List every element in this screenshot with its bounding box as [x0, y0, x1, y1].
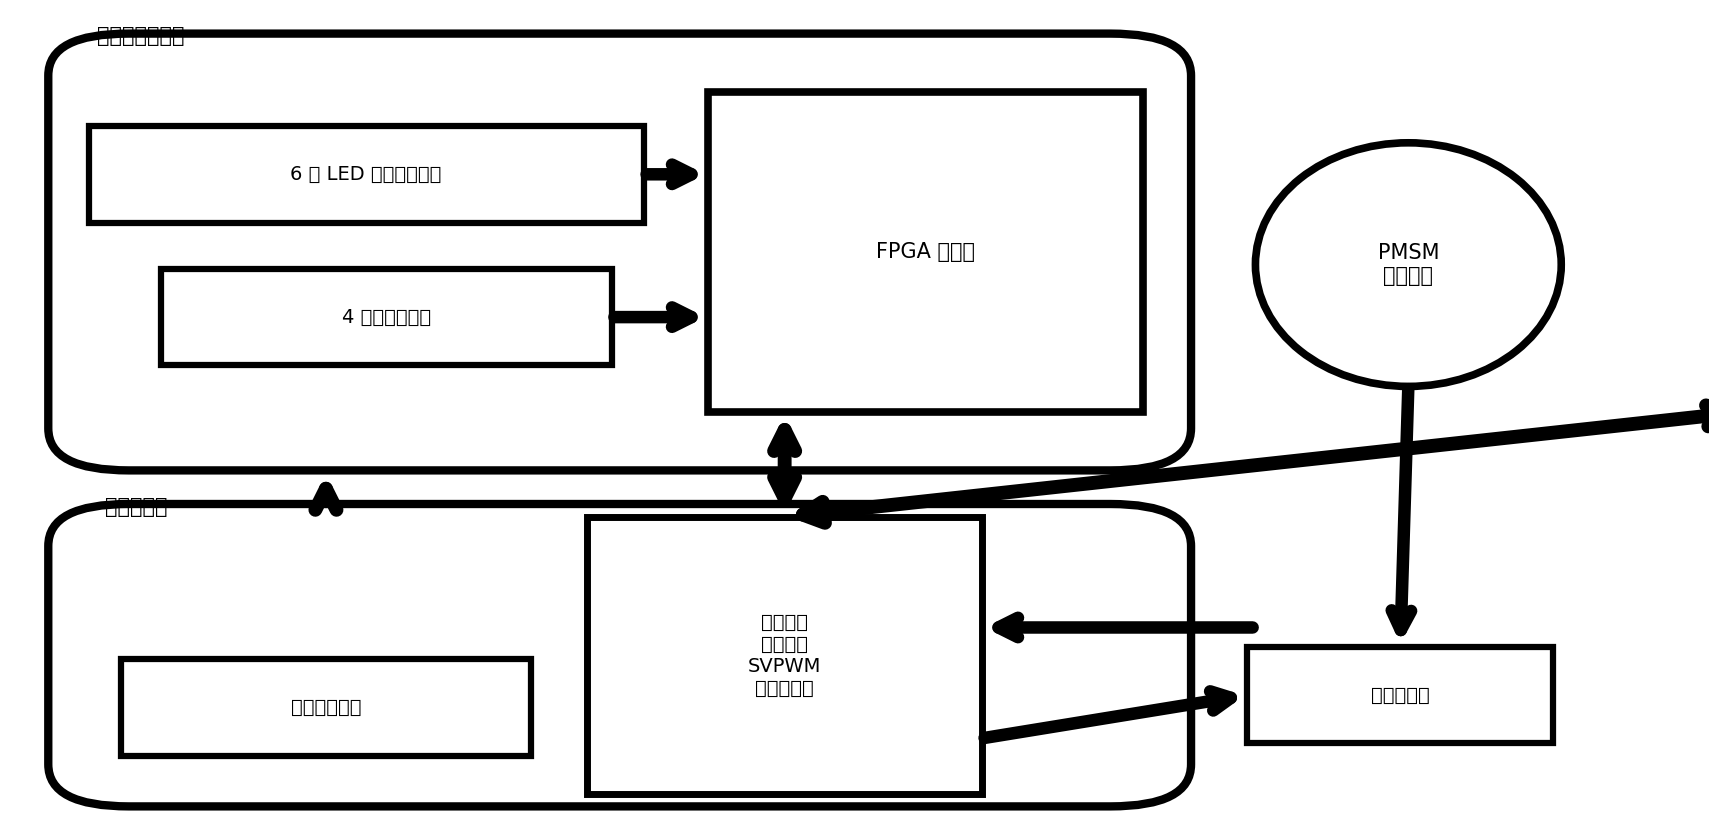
Text: FPGA 芯片，: FPGA 芯片， [877, 242, 974, 262]
Bar [161, 269, 612, 365]
FancyBboxPatch shape [48, 34, 1191, 470]
Text: 4 位控制按键，: 4 位控制按键， [342, 307, 431, 327]
Text: 6 位 LED 数码管显示，: 6 位 LED 数码管显示， [291, 165, 443, 184]
FancyBboxPatch shape [48, 504, 1191, 806]
Text: 接口电路，: 接口电路， [104, 496, 167, 517]
Text: 编码器接口，: 编码器接口， [291, 698, 361, 717]
Text: PMSM
电动机，: PMSM 电动机， [1377, 243, 1439, 286]
Bar [708, 92, 1143, 412]
Text: 电流传感
器输入与
SVPWM
输出接口，: 电流传感 器输入与 SVPWM 输出接口， [749, 612, 822, 698]
Bar [89, 126, 644, 223]
Text: 主控制电路板，: 主控制电路板， [97, 26, 185, 46]
Ellipse shape [1256, 143, 1562, 386]
Bar [588, 517, 981, 794]
Bar [1248, 647, 1553, 743]
Text: 功率电路，: 功率电路， [1371, 685, 1430, 705]
Bar [121, 659, 531, 756]
